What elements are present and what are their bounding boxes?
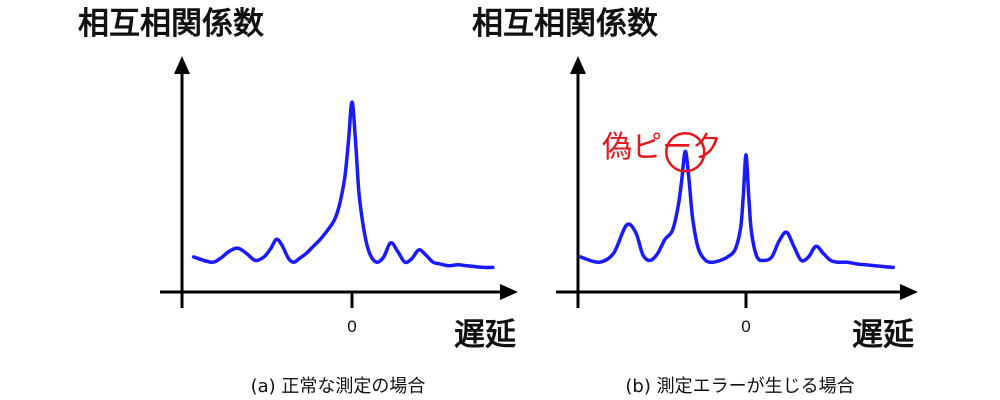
- panel-b-ylabel: 相互相関係数: [472, 6, 658, 42]
- false-peak-circle: [665, 132, 706, 173]
- panel-a-zero-label: 0: [347, 317, 356, 336]
- panel-b-xlabel: 遅延: [852, 317, 915, 353]
- panel-b-y-axis-arrow: [570, 56, 586, 74]
- false-peak-annotation: 偽ピーク: [602, 130, 722, 165]
- panel-a-y-axis-arrow: [174, 56, 190, 74]
- panel-a-caption: (a) 正常な測定の場合: [251, 376, 426, 397]
- panel-b-zero-label: 0: [741, 317, 750, 336]
- panel-a-x-axis-arrow: [500, 284, 518, 300]
- panel-a-ylabel: 相互相関係数: [78, 6, 264, 42]
- panel-b-x-axis-arrow: [900, 284, 918, 300]
- panel-b: 相互相関係数 0 遅延 偽ピーク (b) 測定エラーが生じる場合: [472, 6, 918, 397]
- panel-b-series-line: [578, 149, 895, 270]
- panel-b-caption: (b) 測定エラーが生じる場合: [625, 376, 854, 397]
- panel-a-xlabel: 遅延: [454, 317, 517, 353]
- panel-a: 相互相関係数 0 遅延 (a) 正常な測定の場合: [78, 6, 518, 397]
- panel-a-series-line: [191, 100, 495, 270]
